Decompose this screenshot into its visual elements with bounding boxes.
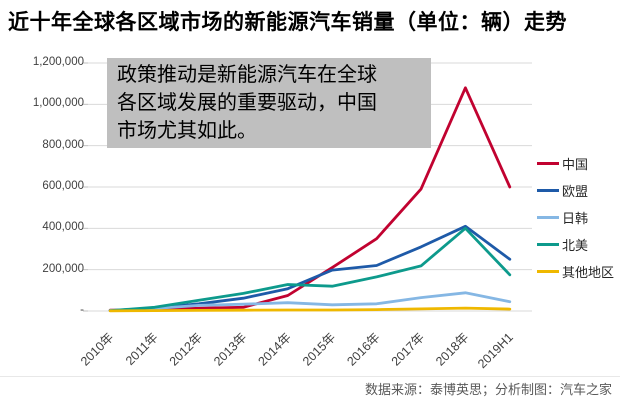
y-axis-label: 800,000	[42, 138, 84, 151]
legend-item-日韩: 日韩	[537, 204, 614, 231]
legend-line-swatch	[537, 243, 559, 246]
legend-line-swatch	[537, 189, 559, 192]
y-axis-label: 1,000,000	[32, 97, 84, 110]
series-line-北美	[108, 226, 512, 313]
legend-line-swatch	[537, 270, 559, 273]
legend-label: 其他地区	[562, 265, 615, 280]
legend: 中国欧盟日韩北美其他地区	[537, 150, 614, 285]
series-line-中国	[108, 86, 512, 312]
annotation-line: 市场尤其如此。	[117, 120, 257, 142]
series-line-日韩	[108, 291, 512, 312]
x-axis-label: 2016年	[344, 330, 382, 368]
annotation-line: 各区域发展的重要驱动，中国	[117, 92, 377, 114]
x-axis-label: 2012年	[167, 330, 205, 368]
y-axis-label: 200,000	[42, 262, 84, 275]
legend-line-swatch	[537, 216, 559, 219]
chart-title: 近十年全球各区域市场的新能源汽车销量（单位：辆）走势	[8, 11, 567, 34]
x-axis-label: 2018年	[433, 330, 471, 368]
legend-item-其他地区: 其他地区	[537, 258, 614, 285]
legend-label: 中国	[562, 157, 589, 172]
legend-label: 日韩	[562, 211, 589, 226]
x-axis-label: 2015年	[300, 330, 338, 368]
data-source: 数据来源：泰博英思；分析制图：汽车之家	[364, 382, 612, 397]
series-line-其他地区	[108, 306, 512, 313]
legend-line-swatch	[537, 162, 559, 165]
x-axis-label: 2017年	[389, 330, 427, 368]
legend-label: 北美	[562, 238, 589, 253]
legend-item-欧盟: 欧盟	[537, 177, 614, 204]
x-axis-label: 2013年	[211, 330, 249, 368]
x-axis-label: 2011年	[123, 330, 161, 368]
footer-divider	[0, 376, 620, 377]
legend-item-北美: 北美	[537, 231, 614, 258]
y-axis-label: -	[80, 304, 84, 316]
annotation-line: 政策推动是新能源汽车在全球	[117, 64, 377, 86]
y-axis-label: 1,200,000	[32, 56, 84, 68]
annotation-box: 政策推动是新能源汽车在全球 各区域发展的重要驱动，中国 市场尤其如此。	[107, 58, 431, 148]
series-line-欧盟	[108, 224, 512, 313]
x-axis-label: 2014年	[256, 330, 294, 368]
y-axis-label: 400,000	[42, 221, 84, 234]
legend-label: 欧盟	[562, 184, 589, 199]
legend-item-中国: 中国	[537, 150, 614, 177]
y-axis-label: 600,000	[42, 180, 84, 192]
x-axis-label: 2010年	[78, 330, 116, 368]
x-axis-label: 2019H1	[475, 330, 516, 371]
